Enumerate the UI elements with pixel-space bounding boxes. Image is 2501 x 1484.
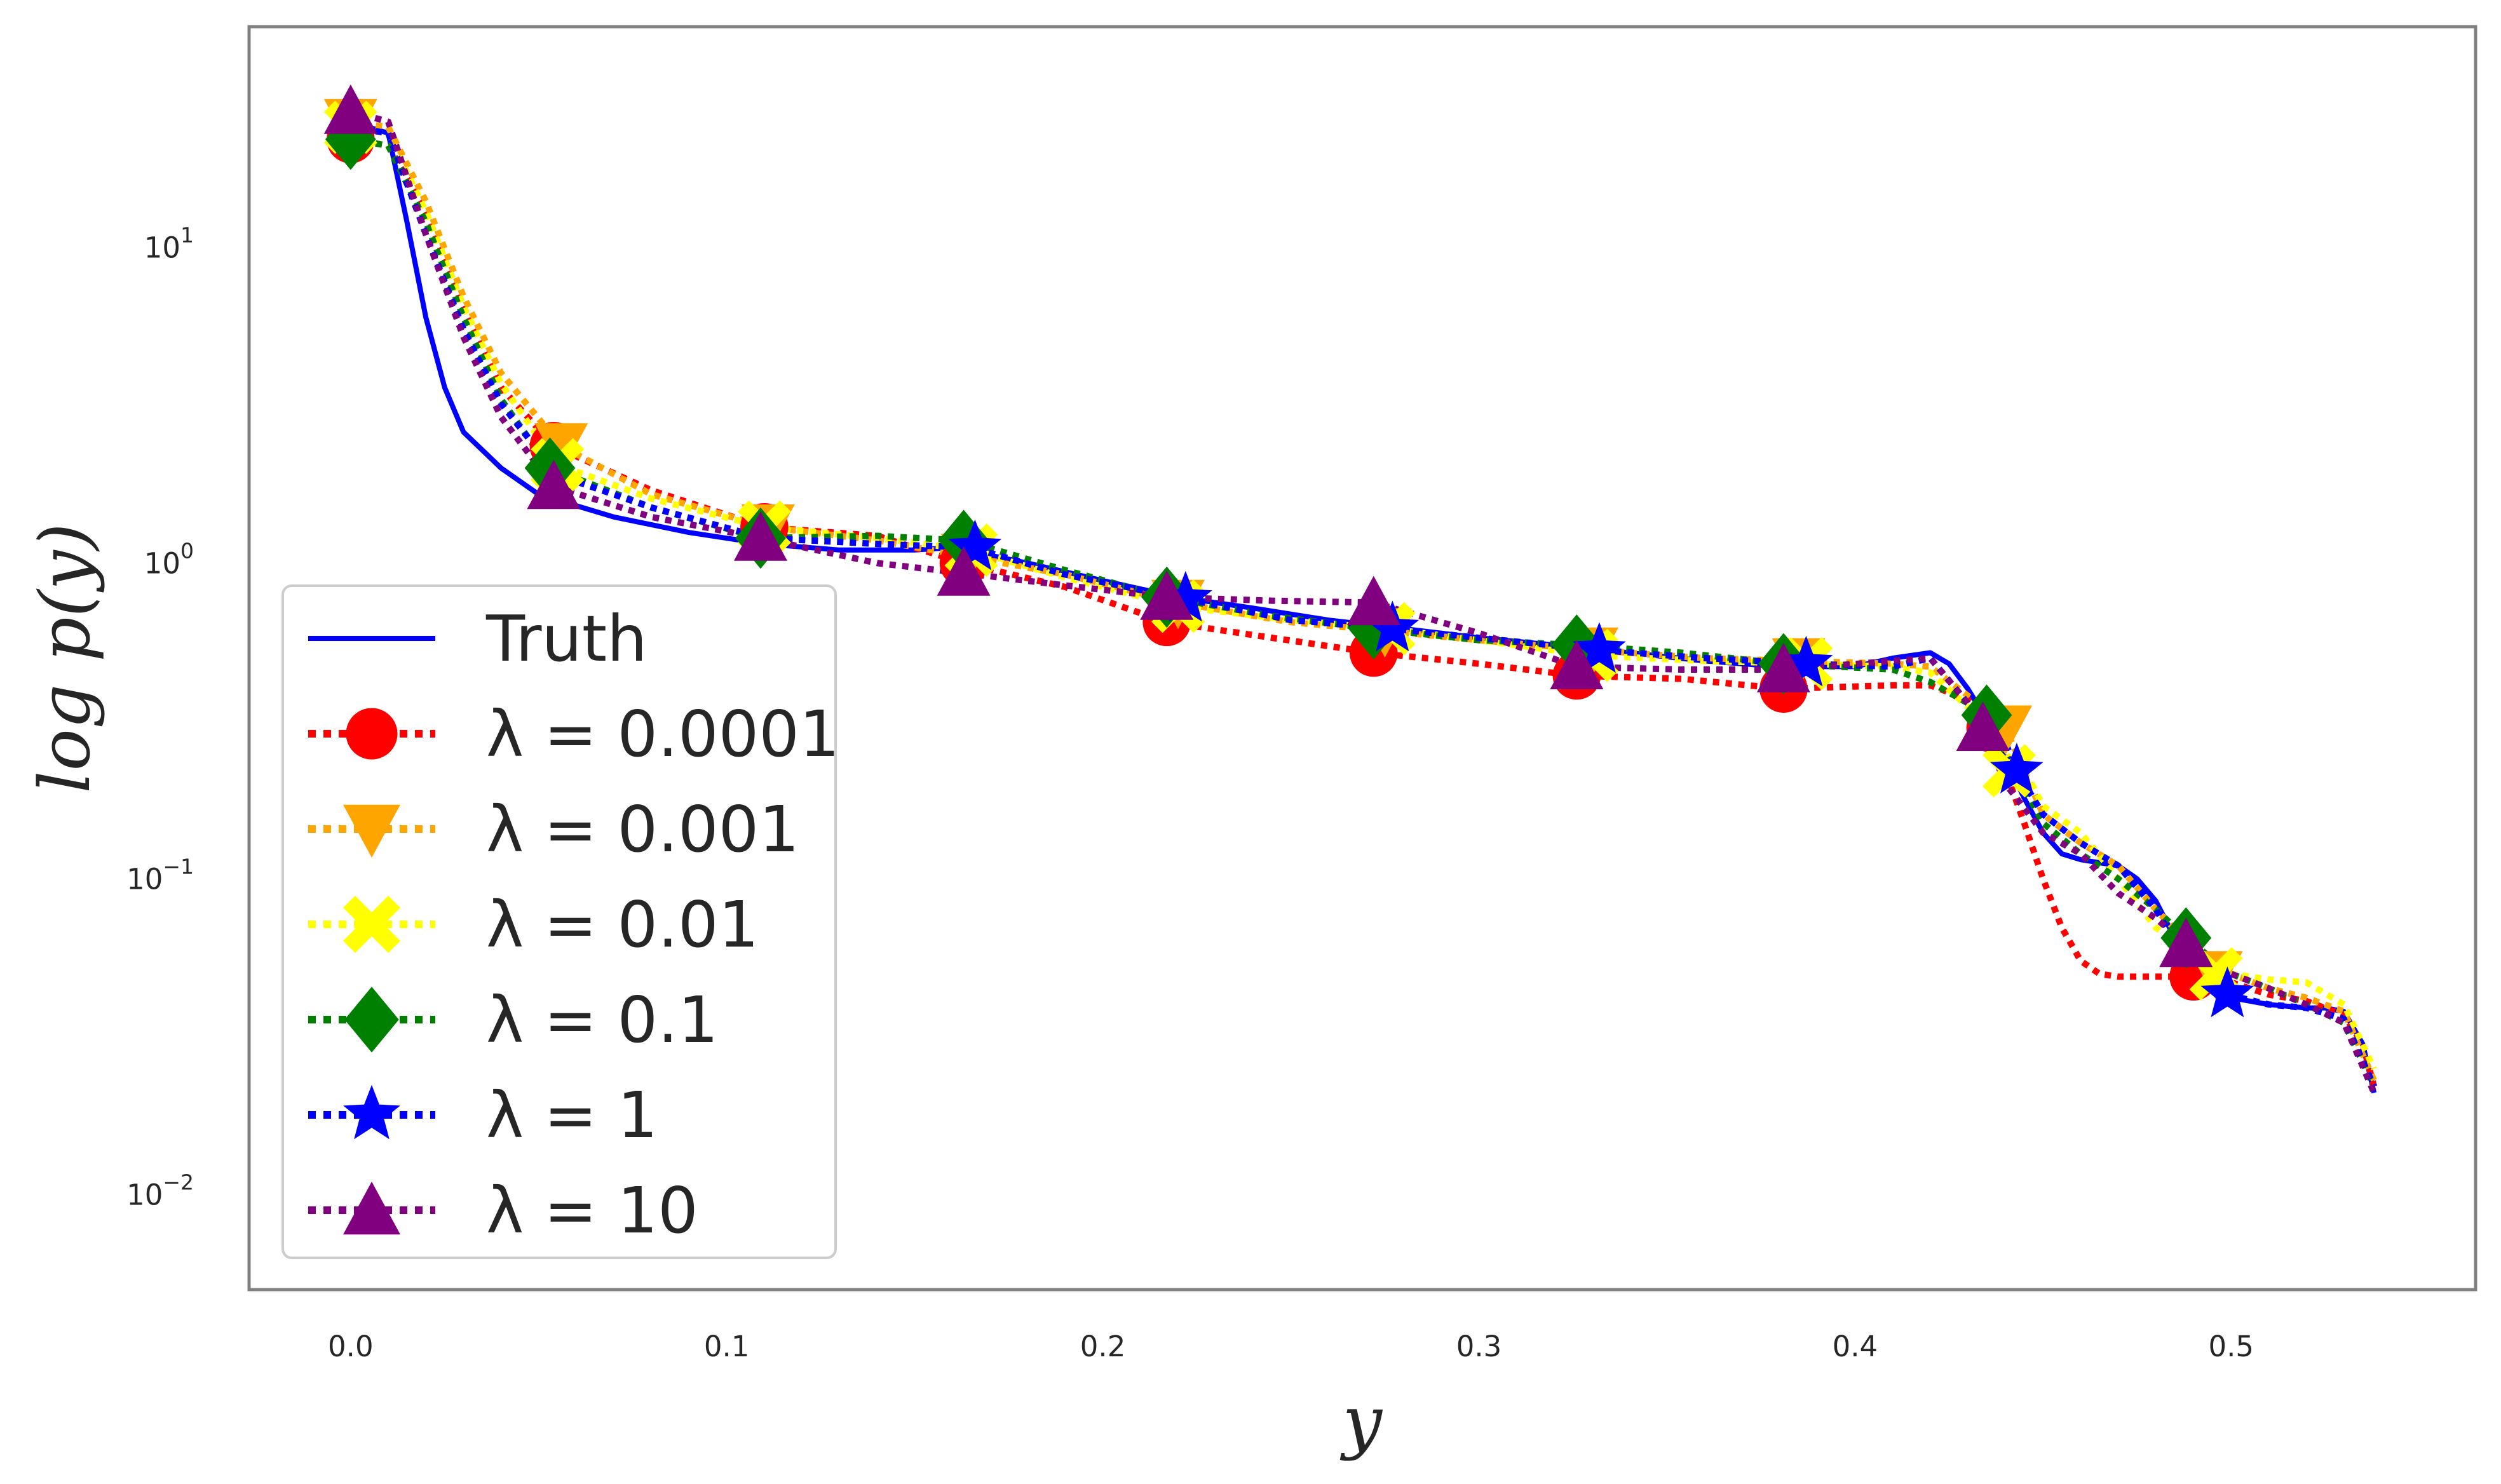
data-point-marker: [1346, 576, 1400, 626]
data-point-marker: [2200, 966, 2254, 1018]
legend-label: λ = 1: [486, 1078, 658, 1152]
legend: Truth λ = 0.0001 λ = 0.001 λ = 0.01 λ = 0.1 λ…: [281, 584, 839, 1259]
y-axis-label: log p(y): [24, 523, 105, 793]
y-axis-ticks: 101 100 10−1 10−2: [126, 222, 194, 1211]
series-line: [349, 108, 2377, 1095]
legend-marker: [343, 1182, 400, 1235]
x-axis-ticks: 0.0 0.1 0.2 0.3 0.4 0.5: [328, 1330, 2254, 1363]
legend-label: λ = 0.01: [486, 887, 759, 962]
data-point-marker: [948, 519, 1002, 570]
legend-label: Truth: [485, 602, 647, 676]
data-point-marker: [733, 511, 787, 561]
data-point-marker: [1956, 701, 2010, 751]
x-tick-label: 0.2: [1080, 1330, 1126, 1363]
y-tick-label: 101: [144, 222, 194, 264]
data-point-marker: [937, 546, 991, 596]
data-point-marker: [1756, 642, 1810, 692]
x-tick-label: 0.0: [328, 1330, 374, 1363]
data-point-marker: [325, 108, 376, 170]
series-line: [350, 124, 2377, 1088]
plot-frame: [247, 25, 2477, 1292]
x-tick-label: 0.1: [704, 1330, 750, 1363]
data-point-marker: [1140, 570, 1194, 620]
legend-marker: [346, 708, 398, 760]
legend-label: λ = 10: [486, 1173, 698, 1248]
x-axis-label: y: [1339, 1380, 1383, 1462]
legend-label: λ = 0.001: [486, 792, 799, 867]
data-point-marker: [1990, 743, 2043, 793]
legend-marker: [344, 987, 399, 1053]
plot-series: [323, 84, 2378, 1095]
data-point-marker: [534, 423, 588, 473]
legend-label: λ = 0.0001: [486, 697, 839, 771]
data-point-marker: [2159, 917, 2213, 968]
y-tick-label: 100: [144, 538, 194, 580]
x-tick-label: 0.3: [1456, 1330, 1502, 1363]
data-point-marker: [1573, 622, 1626, 673]
legend-marker: [343, 896, 400, 953]
x-tick-label: 0.5: [2208, 1330, 2254, 1363]
y-tick-label: 10−1: [126, 854, 194, 896]
legend-label: λ = 0.1: [486, 983, 719, 1057]
data-point-marker: [1550, 640, 1604, 690]
legend-marker: [343, 804, 400, 858]
legend-marker: [343, 1084, 400, 1140]
data-point-marker: [1779, 635, 1833, 687]
y-tick-label: 10−2: [126, 1170, 194, 1211]
data-point-marker: [1158, 570, 1212, 622]
x-tick-label: 0.4: [1833, 1330, 1878, 1363]
data-point-marker: [1366, 600, 1420, 652]
data-point-marker: [527, 459, 581, 509]
data-point-marker: [323, 84, 377, 134]
legend-box: [281, 584, 837, 1259]
